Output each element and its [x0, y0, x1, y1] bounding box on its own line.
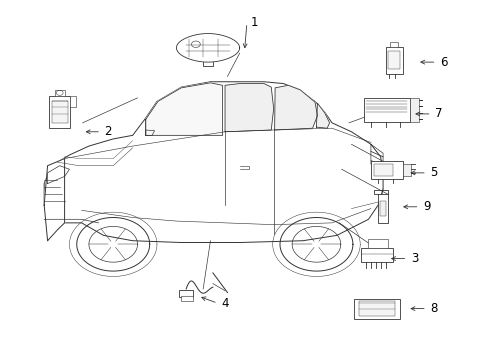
Text: 7: 7: [434, 107, 442, 120]
Polygon shape: [274, 85, 317, 130]
Bar: [409, 98, 418, 122]
Text: 8: 8: [429, 302, 437, 315]
Text: 3: 3: [410, 252, 417, 265]
Text: 1: 1: [250, 16, 257, 29]
Bar: [181, 296, 193, 301]
Text: 9: 9: [422, 200, 429, 213]
Bar: [368, 239, 387, 248]
Bar: [179, 291, 193, 297]
Bar: [370, 161, 402, 179]
Bar: [70, 96, 76, 107]
Text: 4: 4: [221, 297, 228, 310]
Bar: [52, 102, 67, 123]
Text: 6: 6: [439, 55, 447, 69]
Bar: [402, 164, 410, 176]
Bar: [379, 202, 385, 216]
Polygon shape: [224, 84, 273, 132]
Bar: [363, 98, 409, 122]
Bar: [387, 51, 399, 69]
Bar: [377, 194, 387, 223]
Bar: [373, 164, 392, 176]
Bar: [49, 96, 70, 128]
Polygon shape: [316, 103, 329, 128]
Bar: [361, 248, 392, 262]
Text: 2: 2: [104, 125, 112, 138]
Bar: [358, 301, 394, 316]
Polygon shape: [44, 158, 64, 241]
Polygon shape: [44, 82, 382, 243]
Bar: [389, 42, 397, 47]
Bar: [55, 90, 64, 96]
Polygon shape: [145, 83, 222, 135]
Text: 5: 5: [429, 166, 437, 179]
Bar: [353, 298, 399, 319]
Polygon shape: [176, 33, 239, 62]
Bar: [385, 47, 402, 73]
